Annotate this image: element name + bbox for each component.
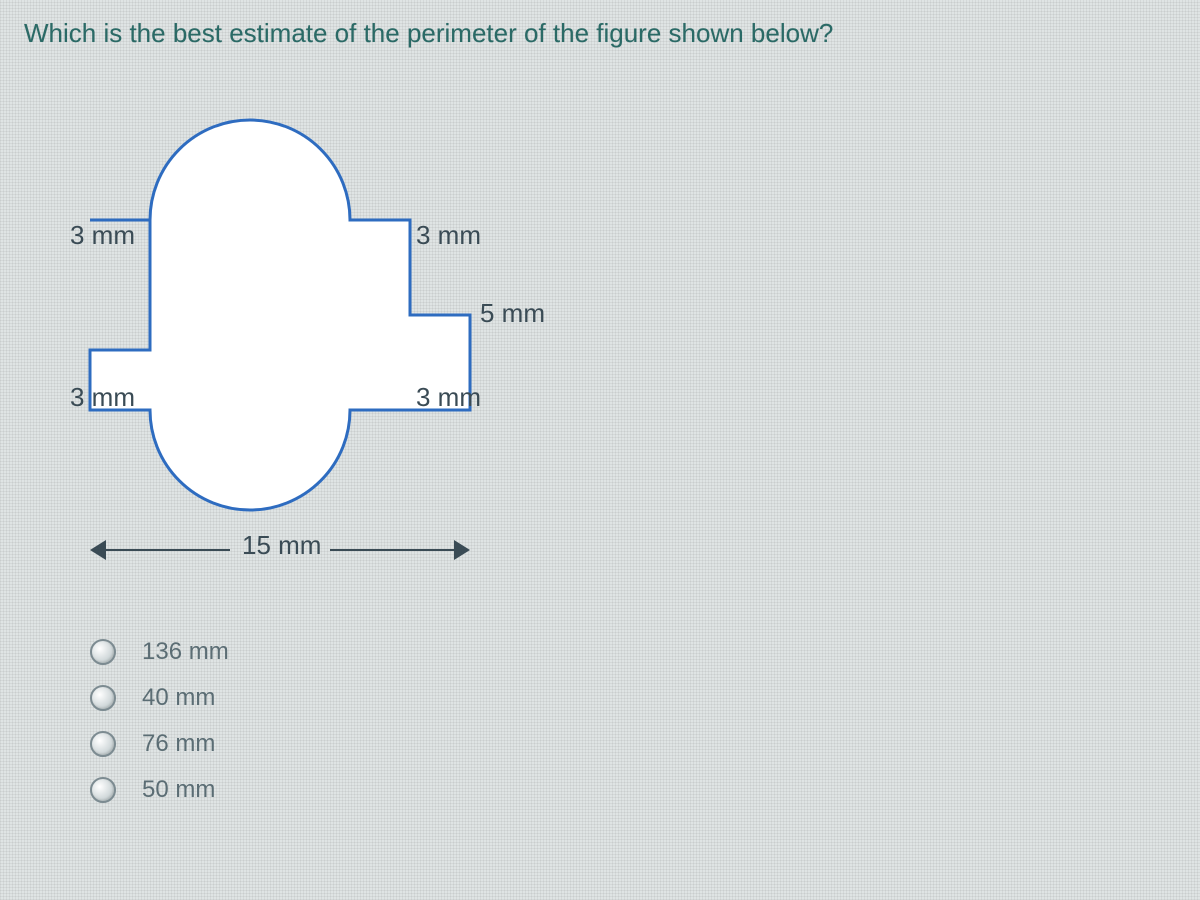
dim-label-top-left: 3 mm (70, 220, 135, 251)
radio-icon[interactable] (90, 639, 116, 665)
dimension-line (330, 549, 454, 551)
choice-label: 50 mm (142, 776, 215, 804)
radio-icon[interactable] (90, 685, 116, 711)
dim-label-right-side: 5 mm (480, 298, 545, 329)
dimension-line (106, 549, 230, 551)
radio-icon[interactable] (90, 731, 116, 757)
choice-label: 76 mm (142, 730, 215, 758)
arrow-right-icon (454, 540, 470, 560)
width-dimension: 15 mm (90, 538, 470, 562)
choice-label: 40 mm (142, 684, 215, 712)
choice-label: 136 mm (142, 638, 229, 666)
choice-1[interactable]: 40 mm (90, 684, 229, 712)
answer-choices: 136 mm 40 mm 76 mm 50 mm (90, 620, 229, 822)
figure-svg (50, 90, 610, 570)
dim-label-mid-left: 3 mm (70, 382, 135, 413)
choice-2[interactable]: 76 mm (90, 730, 229, 758)
dim-label-top-right: 3 mm (416, 220, 481, 251)
question-text: Which is the best estimate of the perime… (24, 18, 833, 49)
choice-0[interactable]: 136 mm (90, 638, 229, 666)
dim-label-width: 15 mm (236, 530, 327, 561)
radio-icon[interactable] (90, 777, 116, 803)
dim-label-mid-right: 3 mm (416, 382, 481, 413)
figure-outline (90, 120, 470, 510)
perimeter-figure: 3 mm 3 mm 5 mm 3 mm 3 mm 15 mm (50, 90, 610, 570)
arrow-left-icon (90, 540, 106, 560)
choice-3[interactable]: 50 mm (90, 776, 229, 804)
